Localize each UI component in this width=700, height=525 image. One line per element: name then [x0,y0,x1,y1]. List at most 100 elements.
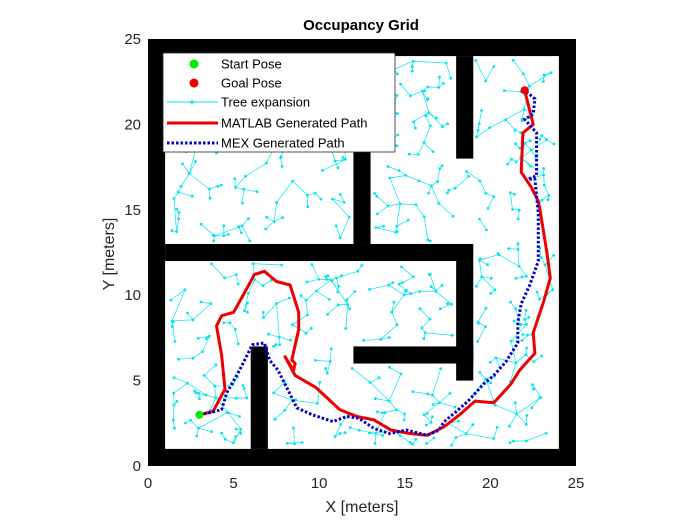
legend-label-mex-path: MEX Generated Path [221,136,345,151]
tree-expansion-node [528,139,532,143]
tree-expansion-node [397,282,401,286]
tree-expansion-node [476,128,480,132]
legend-item-start-pose: Start Pose [189,57,282,72]
obstacle-1 [148,39,576,57]
tree-expansion-node [475,135,478,139]
tree-expansion-node [427,111,431,114]
tree-expansion-node [439,367,443,371]
tree-expansion-node [191,356,195,360]
tree-expansion-node [525,414,529,417]
tree-expansion-node [494,356,498,360]
tree-expansion-node [430,415,434,419]
tree-expansion-node [294,398,298,402]
tree-expansion-node [338,236,342,240]
tree-expansion-node [187,172,191,175]
tree-expansion-node [480,275,484,279]
tree-expansion-node [420,326,424,330]
tree-expansion-node [336,166,340,170]
tree-expansion-node [339,423,342,426]
legend: Start Pose Goal Pose Tree expansion MATL… [162,52,396,153]
tree-expansion-node [387,283,391,287]
tree-expansion-node [446,191,449,195]
legend-item-tree-expansion: Tree expansion [167,95,310,110]
tree-expansion-node [485,228,488,232]
tree-expansion-node [444,61,448,65]
tree-expansion-node [272,344,275,348]
tree-expansion-node [337,284,340,288]
tree-expansion-node [374,431,378,435]
tree-expansion-node [234,396,238,400]
tree-expansion-node [233,327,237,331]
tree-expansion-node [518,146,522,150]
tree-expansion-node [538,297,541,301]
tree-expansion-node [235,273,238,276]
tree-expansion-node [522,108,526,111]
tree-expansion-node [513,401,517,405]
tree-expansion-node [199,300,203,304]
tree-expansion-node [336,303,340,307]
tree-expansion-node [437,86,441,89]
tree-expansion-node [492,195,496,199]
tree-expansion-node [245,396,249,400]
legend-label-tree-expansion: Tree expansion [221,95,310,110]
tree-expansion-node [225,411,229,415]
tree-expansion-node [333,159,337,163]
tree-expansion-node [410,65,414,68]
tree-expansion-node [377,376,381,380]
tree-expansion-node [348,426,352,429]
tree-expansion-node [506,162,510,166]
tree-expansion-node [402,293,406,297]
tree-expansion-node [208,196,212,200]
tree-expansion-node [427,191,430,195]
tree-expansion-node [543,263,547,267]
tree-expansion-node [427,273,431,276]
legend-label-start-pose: Start Pose [221,57,282,72]
tree-expansion-node [286,441,289,445]
tree-expansion-node [514,307,517,311]
tree-expansion-node [222,234,226,238]
tree-expansion-node [449,76,453,80]
tree-expansion-node [191,318,195,322]
tree-expansion-node [374,226,378,229]
tree-expansion-node [388,176,392,180]
tree-expansion-node [448,391,452,395]
tree-expansion-node [328,360,332,363]
tree-expansion-node [529,164,533,168]
tree-expansion-node [517,264,521,268]
legend-label-goal-pose: Goal Pose [221,76,282,91]
tree-expansion-node [172,376,176,380]
tree-expansion-node [315,289,318,293]
tree-expansion-node [274,343,278,347]
tree-expansion-node [214,396,218,400]
tree-expansion-node [475,284,478,288]
tree-expansion-node [210,430,213,433]
tree-expansion-node [514,142,517,146]
tree-expansion-node [464,432,468,436]
tree-expansion-node [512,319,516,323]
mex-path-line [199,89,540,437]
tree-expansion-node [272,391,276,395]
start-pose-legend-marker [189,59,199,69]
tree-expansion-node [374,397,377,400]
tree-expansion-node [321,169,324,172]
x-tick-label: 25 [568,475,585,492]
tree-expansion-node [440,164,444,168]
tree-expansion-node [520,117,524,121]
tree-expansion-node [538,137,542,141]
obstacle-8 [250,346,268,449]
tree-expansion-node [478,371,482,374]
tree-expansion-node [278,343,282,347]
tree-expansion-node [395,230,399,233]
tree-expansion-node [202,374,206,377]
y-tick-label: 20 [124,116,141,133]
tree-expansion-node [334,224,338,228]
tree-expansion-node [408,152,411,156]
tree-expansion-node [399,82,402,86]
tree-expansion-node [179,184,183,188]
tree-expansion-node [177,357,181,361]
tree-expansion-node [338,432,342,435]
tree-expansion-node [197,392,201,395]
obstacle-0 [148,448,576,466]
tree-expansion-node [299,294,303,298]
tree-expansion-node [395,408,398,412]
